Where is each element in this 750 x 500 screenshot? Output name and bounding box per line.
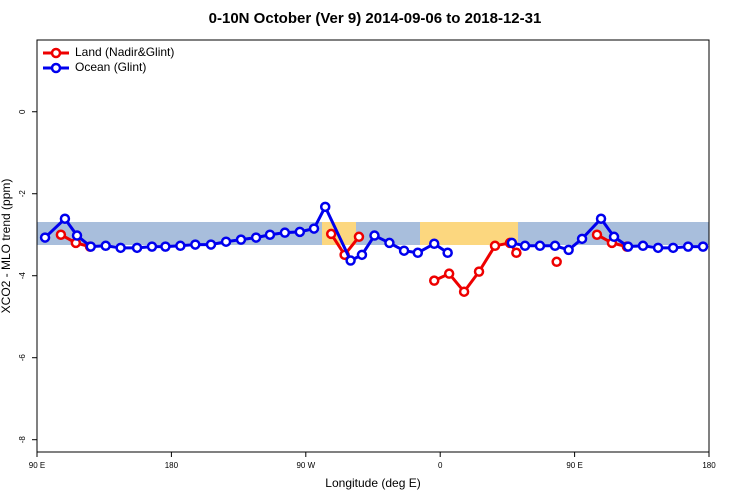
point	[652, 242, 664, 254]
point	[428, 275, 440, 286]
point	[622, 241, 634, 252]
point	[458, 286, 470, 297]
x-tick-label: 180	[165, 461, 179, 470]
point	[506, 237, 518, 249]
x-axis-label: Longitude (deg E)	[325, 476, 420, 490]
point	[115, 242, 126, 254]
point	[384, 237, 395, 249]
point	[443, 268, 455, 279]
point	[353, 231, 365, 243]
point	[220, 236, 232, 247]
point	[205, 239, 217, 250]
x-tick-label: 90 E	[29, 461, 45, 470]
point	[294, 226, 306, 238]
point	[235, 234, 247, 245]
chart-title: 0-10N October (Ver 9) 2014-09-06 to 2018…	[209, 10, 542, 27]
point	[563, 244, 574, 256]
point	[279, 227, 291, 238]
y-axis-label: XCO2 - MLO trend (ppm)	[0, 179, 13, 314]
point	[264, 229, 276, 240]
point	[369, 230, 380, 241]
point	[637, 240, 649, 252]
point	[511, 247, 522, 259]
point	[131, 242, 143, 254]
point	[682, 241, 694, 252]
legend-label: Ocean (Glint)	[75, 60, 146, 74]
land-mask	[420, 222, 518, 245]
point	[519, 240, 531, 252]
point	[667, 242, 679, 254]
point	[160, 241, 171, 252]
point	[39, 232, 51, 243]
legend-marker	[50, 62, 62, 74]
point	[595, 213, 607, 224]
point	[473, 266, 485, 277]
point	[398, 245, 410, 256]
point	[146, 241, 158, 252]
point	[591, 229, 603, 240]
point	[442, 247, 453, 259]
point	[319, 201, 331, 213]
point	[356, 249, 368, 261]
y-tick-label: -6	[18, 354, 27, 362]
point	[549, 240, 561, 252]
x-tick-label: 90 W	[296, 461, 315, 470]
point	[697, 241, 709, 252]
point	[190, 239, 201, 250]
point	[250, 232, 262, 243]
point	[325, 228, 337, 240]
point	[576, 233, 588, 245]
point	[85, 241, 97, 252]
point	[534, 240, 546, 252]
point	[608, 231, 620, 243]
point	[489, 240, 501, 252]
point	[55, 229, 67, 240]
x-tick-label: 0	[438, 461, 443, 470]
y-tick-label: -4	[18, 272, 27, 280]
x-tick-label: 90 E	[566, 461, 582, 470]
plot-frame	[36, 39, 710, 453]
y-tick-label: 0	[18, 109, 27, 114]
legend-marker	[50, 47, 62, 59]
legend-label: Land (Nadir&Glint)	[75, 45, 174, 59]
point	[59, 213, 71, 224]
point	[428, 238, 440, 249]
point	[175, 240, 186, 252]
x-tick-label: 180	[702, 461, 716, 470]
y-tick-label: -8	[18, 436, 27, 444]
point	[71, 230, 83, 241]
point	[412, 247, 424, 259]
y-tick-label: -2	[18, 190, 27, 198]
point	[100, 240, 111, 252]
point	[345, 255, 356, 266]
point	[308, 223, 320, 234]
point	[551, 256, 562, 268]
